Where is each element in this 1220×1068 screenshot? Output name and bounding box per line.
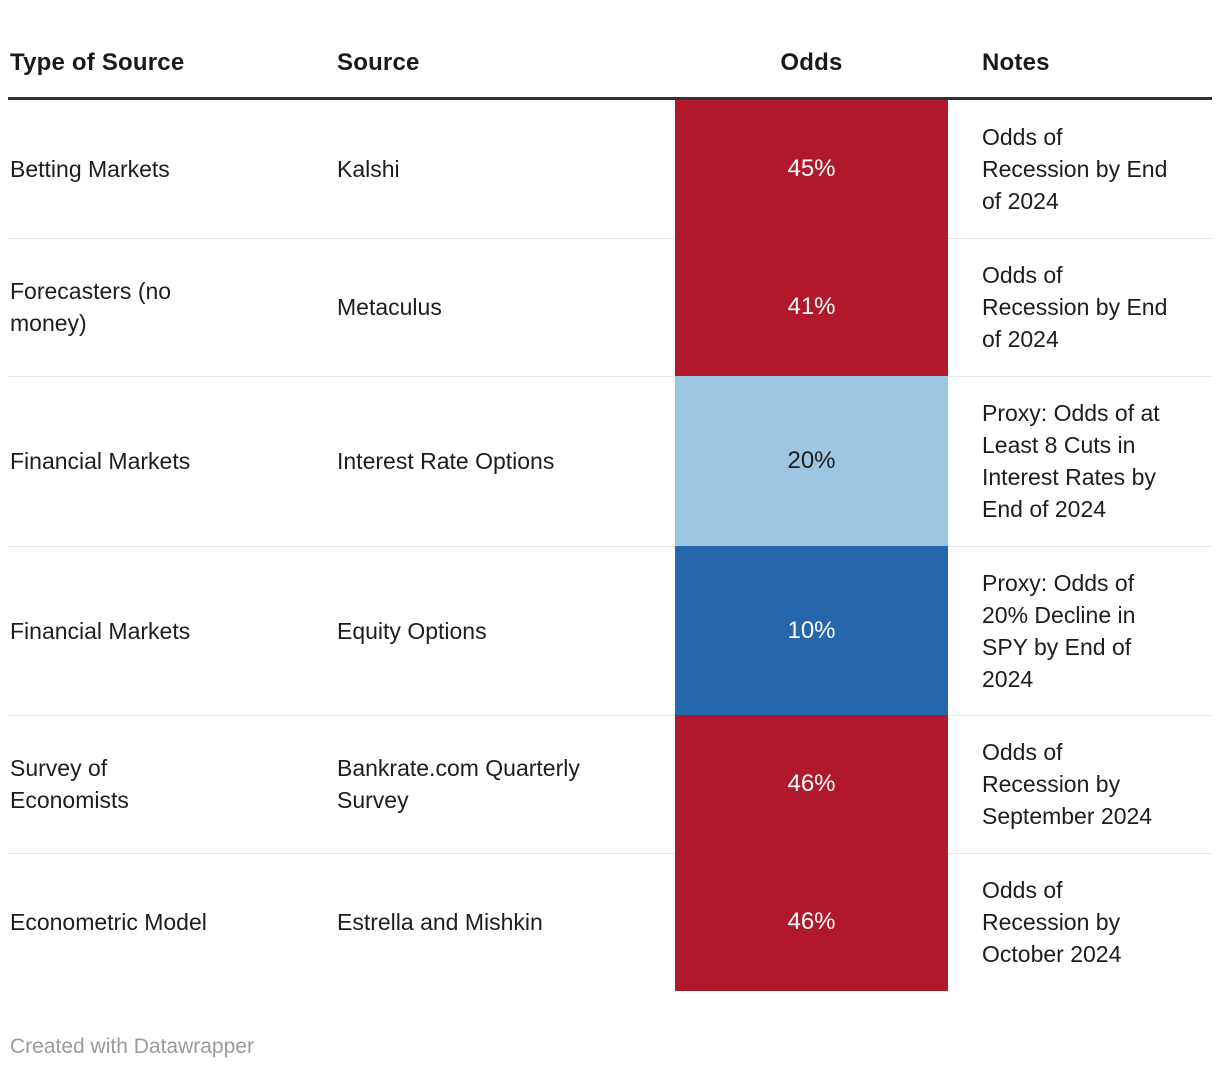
cell-notes: Odds of Recession by September 2024 [982,739,1153,829]
cell-source: Estrella and Mishkin [337,909,543,935]
cell-type-of-source: Econometric Model [10,909,207,935]
table-row: Forecasters (no money) Metaculus 41% Odd… [0,238,1220,376]
cell-source: Metaculus [337,294,442,320]
cell-notes: Odds of Recession by End of 2024 [982,124,1168,214]
cell-source: Kalshi [337,156,400,182]
column-header-odds: Odds [780,48,843,76]
cell-notes: Proxy: Odds of 20% Decline in SPY by End… [982,569,1136,692]
cell-odds-heatmap: 45% [675,100,948,238]
column-header-notes: Notes [982,48,1050,76]
cell-notes: Odds of Recession by October 2024 [982,877,1122,967]
table-row: Betting Markets Kalshi 45% Odds of Reces… [0,100,1220,238]
cell-odds-heatmap: 20% [675,376,948,546]
cell-notes: Proxy: Odds of at Least 8 Cuts in Intere… [982,400,1160,522]
table-row: Financial Markets Equity Options 10% Pro… [0,546,1220,715]
cell-type-of-source: Financial Markets [10,448,191,474]
cell-odds-heatmap: 10% [675,546,948,715]
cell-odds-heatmap: 41% [675,238,948,376]
cell-source: Interest Rate Options [337,448,555,474]
table-row: Financial Markets Interest Rate Options … [0,376,1220,546]
column-header-type-of-source: Type of Source [10,48,185,76]
cell-type-of-source: Financial Markets [10,617,191,644]
cell-source: Equity Options [337,617,487,644]
cell-type-of-source: Survey of Economists [10,755,129,813]
table-row: Survey of Economists Bankrate.com Quarte… [0,715,1220,853]
cell-source: Bankrate.com Quarterly Survey [337,755,580,813]
header-divider [8,97,1212,100]
column-header-source: Source [337,48,420,76]
cell-notes: Odds of Recession by End of 2024 [982,262,1168,352]
cell-odds-heatmap: 46% [675,853,948,991]
cell-type-of-source: Betting Markets [10,156,170,182]
cell-type-of-source: Forecasters (no money) [10,278,172,336]
table-header-row: Type of Source Source Odds Notes [0,0,1220,97]
table-row: Econometric Model Estrella and Mishkin 4… [0,853,1220,991]
datawrapper-credit-link[interactable]: Created with Datawrapper [10,1035,254,1058]
cell-odds-heatmap: 46% [675,715,948,853]
